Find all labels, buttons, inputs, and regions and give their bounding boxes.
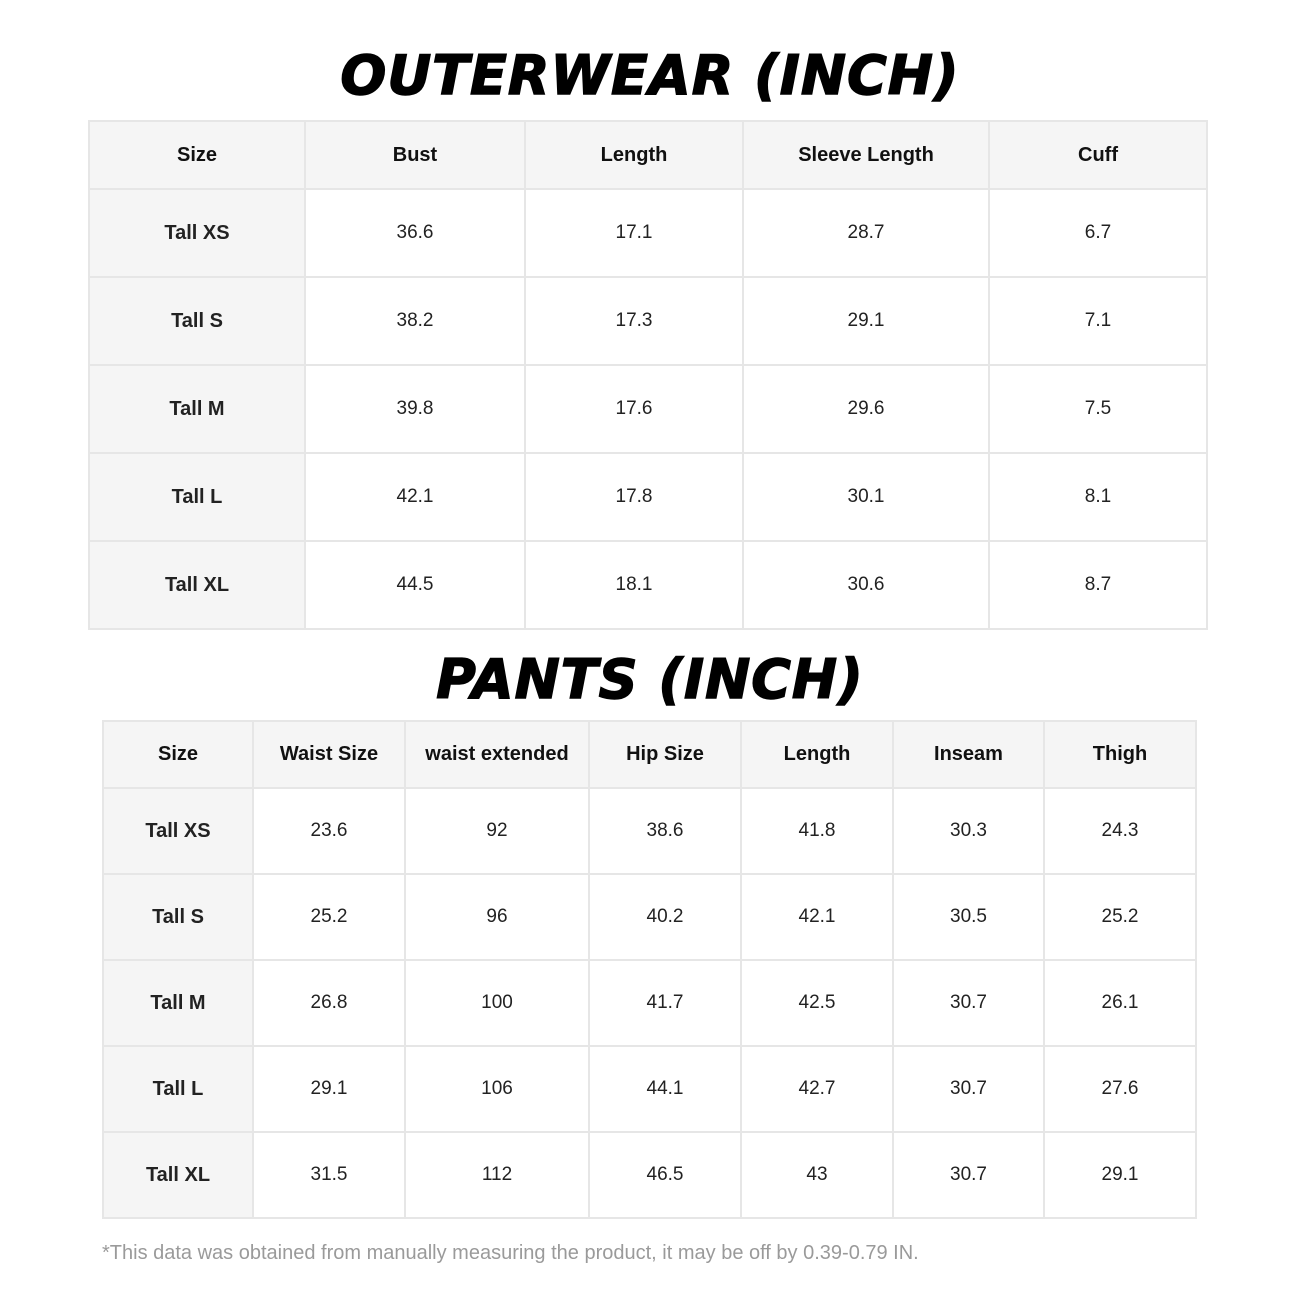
table-cell: 30.3 — [892, 787, 1045, 875]
table-cell: 41.7 — [588, 959, 742, 1047]
table-cell: 30.7 — [892, 1131, 1045, 1219]
table-cell: 29.1 — [742, 276, 990, 366]
table-row: Tall M 39.8 17.6 29.6 7.5 — [88, 364, 1208, 454]
table-cell: 43 — [740, 1131, 894, 1219]
table-cell: 7.1 — [988, 276, 1208, 366]
size-label: Tall M — [102, 959, 254, 1047]
outerwear-title: OUTERWEAR (INCH) — [340, 43, 960, 108]
outerwear-size-table: Size Bust Length Sleeve Length Cuff Tall XS 36… — [88, 120, 1208, 630]
table-row: Tall XL 31.5 112 46.5 43 30.7 29.1 — [102, 1131, 1197, 1219]
table-cell: 40.2 — [588, 873, 742, 961]
table-cell: 112 — [404, 1131, 590, 1219]
table-cell: 106 — [404, 1045, 590, 1133]
table-cell: 29.1 — [1043, 1131, 1197, 1219]
column-header: Hip Size — [588, 720, 742, 789]
table-cell: 38.2 — [304, 276, 526, 366]
table-cell: 29.1 — [252, 1045, 406, 1133]
size-label: Tall XL — [102, 1131, 254, 1219]
size-label: Tall S — [102, 873, 254, 961]
table-cell: 6.7 — [988, 188, 1208, 278]
column-header: Bust — [304, 120, 526, 190]
table-cell: 42.1 — [740, 873, 894, 961]
table-cell: 25.2 — [252, 873, 406, 961]
table-cell: 17.3 — [524, 276, 744, 366]
table-cell: 42.7 — [740, 1045, 894, 1133]
column-header: Size — [88, 120, 306, 190]
header-row: Size Waist Size waist extended Hip Size Leng… — [102, 720, 1197, 789]
header-row: Size Bust Length Sleeve Length Cuff — [88, 120, 1208, 190]
table-cell: 30.7 — [892, 959, 1045, 1047]
column-header: Inseam — [892, 720, 1045, 789]
column-header: waist extended — [404, 720, 590, 789]
table-cell: 17.6 — [524, 364, 744, 454]
table-row: Tall XS 23.6 92 38.6 41.8 30.3 24.3 — [102, 787, 1197, 875]
table-row: Tall S 25.2 96 40.2 42.1 30.5 25.2 — [102, 873, 1197, 961]
table-cell: 29.6 — [742, 364, 990, 454]
size-label: Tall XL — [88, 540, 306, 630]
pants-size-table: Size Waist Size waist extended Hip Size Leng… — [102, 720, 1197, 1219]
table-cell: 17.8 — [524, 452, 744, 542]
table-cell: 30.5 — [892, 873, 1045, 961]
column-header: Cuff — [988, 120, 1208, 190]
table-row: Tall L 29.1 106 44.1 42.7 30.7 27.6 — [102, 1045, 1197, 1133]
table-cell: 8.1 — [988, 452, 1208, 542]
table-cell: 25.2 — [1043, 873, 1197, 961]
table-row: Tall XS 36.6 17.1 28.7 6.7 — [88, 188, 1208, 278]
column-header: Size — [102, 720, 254, 789]
table-cell: 31.5 — [252, 1131, 406, 1219]
table-cell: 26.1 — [1043, 959, 1197, 1047]
column-header: Sleeve Length — [742, 120, 990, 190]
table-cell: 42.1 — [304, 452, 526, 542]
table-cell: 30.1 — [742, 452, 990, 542]
table-cell: 30.6 — [742, 540, 990, 630]
size-label: Tall XS — [88, 188, 306, 278]
table-row: Tall S 38.2 17.3 29.1 7.1 — [88, 276, 1208, 366]
table-row: Tall XL 44.5 18.1 30.6 8.7 — [88, 540, 1208, 630]
column-header: Length — [524, 120, 744, 190]
table-cell: 96 — [404, 873, 590, 961]
table-cell: 39.8 — [304, 364, 526, 454]
table-cell: 46.5 — [588, 1131, 742, 1219]
column-header: Length — [740, 720, 894, 789]
table-cell: 38.6 — [588, 787, 742, 875]
column-header: Thigh — [1043, 720, 1197, 789]
table-cell: 27.6 — [1043, 1045, 1197, 1133]
table-cell: 30.7 — [892, 1045, 1045, 1133]
size-label: Tall XS — [102, 787, 254, 875]
size-label: Tall L — [102, 1045, 254, 1133]
table-row: Tall M 26.8 100 41.7 42.5 30.7 26.1 — [102, 959, 1197, 1047]
table-cell: 28.7 — [742, 188, 990, 278]
table-cell: 44.1 — [588, 1045, 742, 1133]
table-row: Tall L 42.1 17.8 30.1 8.1 — [88, 452, 1208, 542]
pants-title: PANTS (INCH) — [435, 647, 864, 712]
column-header: Waist Size — [252, 720, 406, 789]
footnote: *This data was obtained from manually me… — [102, 1242, 919, 1264]
table-cell: 41.8 — [740, 787, 894, 875]
size-label: Tall S — [88, 276, 306, 366]
size-label: Tall L — [88, 452, 306, 542]
table-cell: 26.8 — [252, 959, 406, 1047]
table-cell: 36.6 — [304, 188, 526, 278]
table-cell: 23.6 — [252, 787, 406, 875]
table-cell: 18.1 — [524, 540, 744, 630]
size-label: Tall M — [88, 364, 306, 454]
table-cell: 42.5 — [740, 959, 894, 1047]
table-cell: 17.1 — [524, 188, 744, 278]
table-cell: 24.3 — [1043, 787, 1197, 875]
table-cell: 7.5 — [988, 364, 1208, 454]
table-cell: 8.7 — [988, 540, 1208, 630]
table-cell: 92 — [404, 787, 590, 875]
table-cell: 100 — [404, 959, 590, 1047]
table-cell: 44.5 — [304, 540, 526, 630]
